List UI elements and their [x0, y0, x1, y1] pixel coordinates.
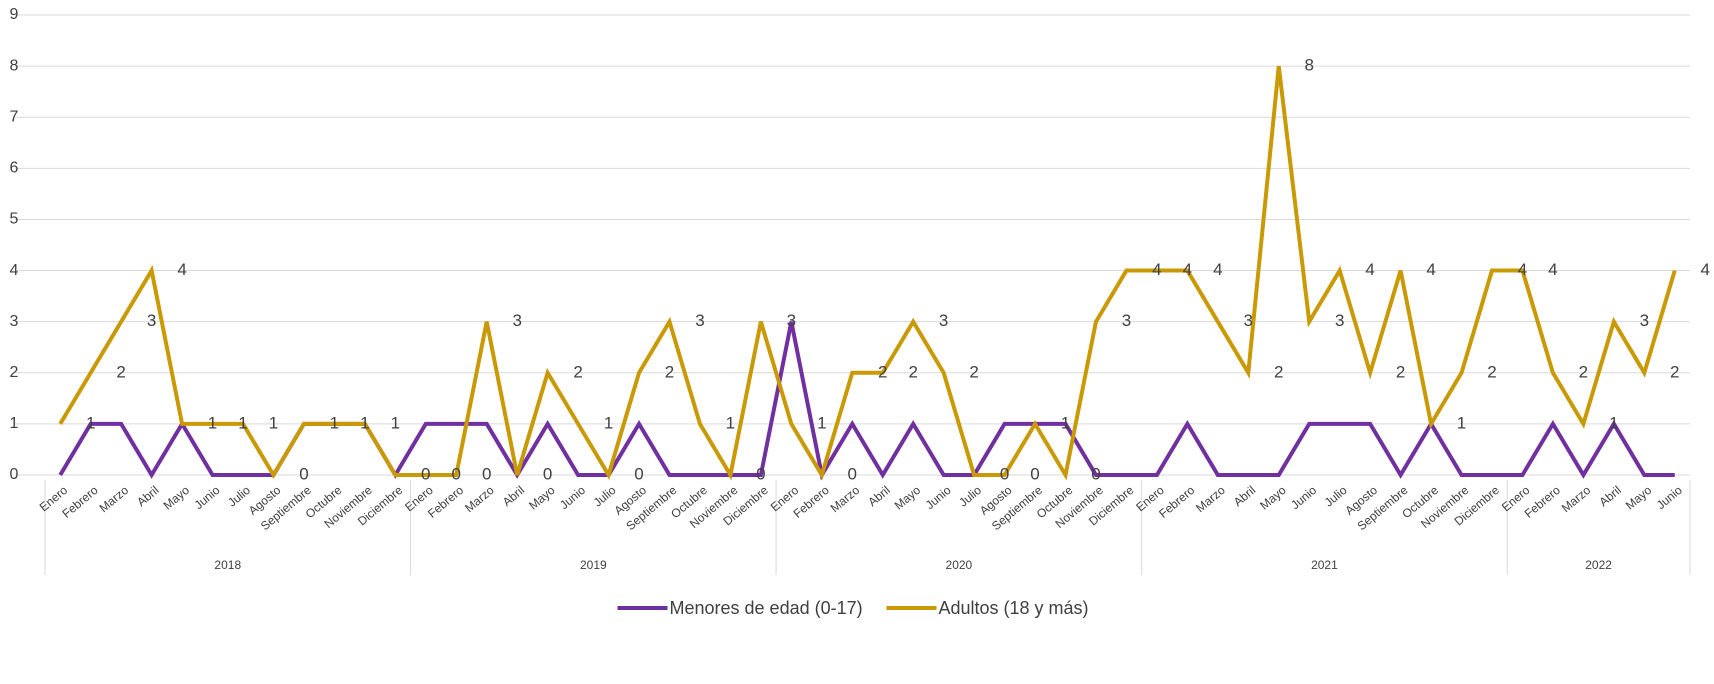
group-label: 2019: [580, 558, 607, 572]
x-tick-label: Mayo: [1257, 483, 1289, 513]
x-tick-label: Junio: [192, 483, 223, 512]
data-label: 2: [908, 362, 917, 381]
y-tick-label: 8: [10, 57, 19, 74]
data-label: 2: [1670, 362, 1679, 381]
x-tick-label: Marzo: [828, 483, 863, 515]
data-label: 3: [1640, 311, 1649, 330]
group-label: 2022: [1585, 558, 1612, 572]
data-label: 4: [1700, 260, 1709, 279]
data-label: 1: [330, 413, 339, 432]
y-tick-label: 6: [10, 160, 19, 177]
data-label: 3: [1122, 311, 1131, 330]
data-label: 1: [1457, 413, 1466, 432]
x-tick-label: Junio: [557, 483, 588, 512]
data-label: 0: [543, 464, 552, 483]
y-tick-label: 1: [10, 415, 19, 432]
series-line: [60, 322, 1675, 475]
data-label: 4: [1213, 260, 1222, 279]
y-tick-label: 3: [10, 313, 19, 330]
y-tick-label: 4: [10, 262, 19, 279]
x-tick-label: Abril: [865, 483, 892, 509]
data-label: 1: [1609, 413, 1618, 432]
x-tick-label: Abril: [500, 483, 527, 509]
data-label: 1: [817, 413, 826, 432]
data-label: 3: [695, 311, 704, 330]
data-label: 0: [1091, 464, 1100, 483]
group-label: 2021: [1311, 558, 1338, 572]
x-tick-label: Mayo: [892, 483, 924, 513]
data-label: 3: [1244, 311, 1253, 330]
data-label: 4: [177, 260, 186, 279]
x-tick-label: Marzo: [1559, 483, 1594, 515]
data-label: 4: [1365, 260, 1374, 279]
legend-label: Adultos (18 y más): [939, 598, 1089, 618]
data-label: 1: [726, 413, 735, 432]
data-label: 2: [1396, 362, 1405, 381]
x-tick-label: Abril: [1596, 483, 1623, 509]
legend-label: Menores de edad (0-17): [670, 598, 863, 618]
data-label: 3: [939, 311, 948, 330]
data-label: 4: [1518, 260, 1527, 279]
data-label: 0: [482, 464, 491, 483]
data-label: 2: [1487, 362, 1496, 381]
data-label: 0: [452, 464, 461, 483]
x-tick-label: Abril: [1231, 483, 1258, 509]
y-tick-label: 7: [10, 108, 19, 125]
x-tick-label: Mayo: [526, 483, 558, 513]
x-tick-label: Marzo: [97, 483, 132, 515]
group-label: 2020: [946, 558, 973, 572]
x-tick-label: Junio: [923, 483, 954, 512]
data-label: 2: [878, 362, 887, 381]
data-label: 0: [756, 464, 765, 483]
data-label: 3: [512, 311, 521, 330]
data-label: 3: [787, 311, 796, 330]
data-label: 4: [1183, 260, 1192, 279]
chart: 0123456789EneroFebreroMarzoAbrilMayoJuni…: [0, 0, 1714, 679]
data-label: 1: [1061, 413, 1070, 432]
data-label: 0: [1030, 464, 1039, 483]
data-label: 3: [1335, 311, 1344, 330]
data-label: 3: [147, 311, 156, 330]
data-label: 4: [1152, 260, 1161, 279]
x-tick-label: Mayo: [1623, 483, 1655, 513]
x-tick-label: Junio: [1288, 483, 1319, 512]
data-label: 2: [1579, 362, 1588, 381]
data-label: 1: [360, 413, 369, 432]
data-label: 1: [269, 413, 278, 432]
data-label: 1: [238, 413, 247, 432]
x-tick-label: Marzo: [462, 483, 497, 515]
x-tick-label: Marzo: [1193, 483, 1228, 515]
data-label: 0: [1000, 464, 1009, 483]
data-label: 2: [573, 362, 582, 381]
x-tick-label: Mayo: [161, 483, 193, 513]
data-label: 1: [208, 413, 217, 432]
y-tick-label: 9: [10, 6, 19, 23]
data-label: 2: [116, 362, 125, 381]
x-tick-label: Abril: [134, 483, 161, 509]
data-label: 1: [391, 413, 400, 432]
data-label: 0: [421, 464, 430, 483]
y-tick-label: 5: [10, 211, 19, 228]
data-label: 0: [848, 464, 857, 483]
data-label: 4: [1426, 260, 1435, 279]
data-label: 1: [604, 413, 613, 432]
group-label: 2018: [214, 558, 241, 572]
data-label: 0: [299, 464, 308, 483]
x-tick-label: Junio: [1654, 483, 1685, 512]
data-label: 2: [665, 362, 674, 381]
data-label: 4: [1548, 260, 1557, 279]
data-label: 1: [86, 413, 95, 432]
y-tick-label: 2: [10, 364, 19, 381]
data-label: 2: [1274, 362, 1283, 381]
data-label: 0: [634, 464, 643, 483]
y-tick-label: 0: [10, 466, 19, 483]
data-label: 8: [1304, 56, 1313, 75]
data-label: 2: [969, 362, 978, 381]
